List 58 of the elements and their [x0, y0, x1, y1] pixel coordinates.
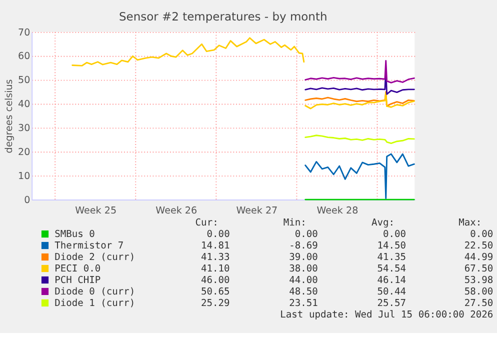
- text: 41.35: [377, 252, 406, 263]
- text: 46.00: [201, 274, 230, 286]
- text: 48.50: [289, 286, 318, 298]
- legend-label: Diode 2 (curr): [54, 252, 136, 263]
- text: 44.00: [289, 274, 318, 286]
- y-tick-label: 20: [18, 147, 30, 158]
- line-series: [304, 91, 415, 107]
- text: 53.98: [464, 274, 494, 286]
- y-tick-label: 0: [24, 194, 30, 206]
- text: 41.10: [201, 263, 230, 274]
- legend-label: PECI 0.0: [54, 263, 101, 274]
- text: 14.81: [201, 240, 230, 252]
- text: 44.99: [464, 252, 494, 263]
- text: Last update: Wed Jul 15 06:00:00 2026: [280, 309, 494, 320]
- legend-label: Thermistor 7: [54, 240, 124, 252]
- line-series: [304, 60, 415, 84]
- text: 50.65: [201, 286, 230, 298]
- text: 39.00: [289, 252, 318, 263]
- text: 23.51: [289, 298, 318, 309]
- text: 54.54: [377, 263, 406, 274]
- text: 46.14: [377, 274, 406, 286]
- text: Min:: [283, 217, 306, 228]
- text: Avg:: [372, 217, 395, 228]
- y-axis-title: degrees celsius: [4, 79, 16, 154]
- text: 0.00: [382, 228, 406, 240]
- x-tick-label: Week 25: [75, 205, 117, 216]
- text: 67.50: [464, 263, 494, 274]
- text: -8.69: [289, 240, 318, 252]
- text: 0.00: [294, 228, 318, 240]
- x-tick-label: Week 26: [156, 205, 198, 216]
- legend-label: Diode 1 (curr): [54, 298, 136, 309]
- line-series: [304, 134, 415, 144]
- y-tick-label: 60: [18, 51, 30, 62]
- legend-label: SMBus 0: [54, 228, 96, 240]
- text: 0.00: [206, 228, 230, 240]
- y-tick-label: 30: [18, 123, 30, 134]
- legend-label: PCH CHIP: [54, 274, 101, 286]
- text: 27.50: [464, 298, 494, 309]
- text: 38.00: [289, 263, 318, 274]
- text: Max:: [458, 217, 482, 228]
- x-tick-label: Week 27: [236, 205, 278, 216]
- text: 0.00: [470, 228, 494, 240]
- text: 14.50: [377, 240, 406, 252]
- text: 25.29: [201, 298, 230, 309]
- text: 25.57: [377, 298, 406, 309]
- x-tick-label: Week 28: [316, 205, 358, 216]
- y-tick-label: 10: [18, 170, 30, 182]
- legend-label: Diode 0 (curr): [54, 286, 136, 298]
- line-series: [304, 153, 415, 200]
- text: Cur:: [195, 217, 218, 228]
- y-tick-label: 70: [18, 27, 30, 38]
- y-tick-label: 50: [18, 75, 30, 86]
- text: 41.33: [201, 252, 230, 263]
- chart-title: Sensor #2 temperatures - by month: [119, 9, 328, 24]
- text: 50.44: [377, 286, 406, 298]
- text: 22.50: [464, 240, 494, 252]
- text: 58.00: [464, 286, 494, 298]
- y-tick-label: 40: [18, 99, 30, 110]
